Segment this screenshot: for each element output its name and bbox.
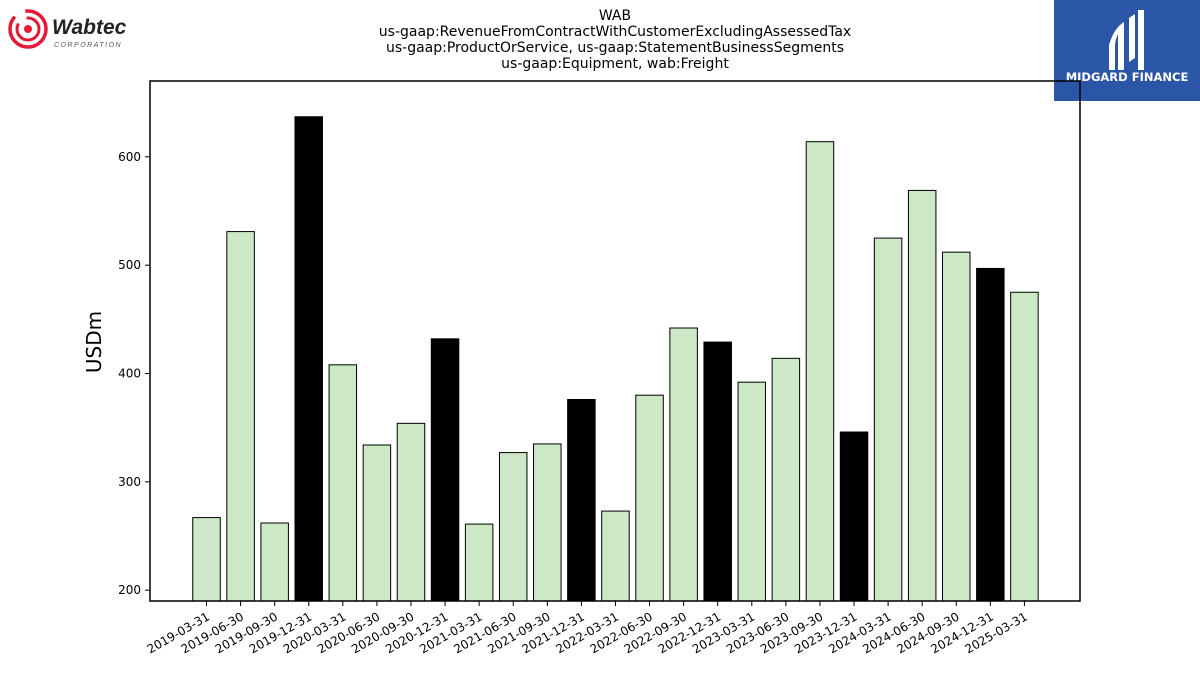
bar-2021-06-30: [498, 452, 528, 602]
chart-title-line: WAB: [599, 8, 631, 24]
bar-2023-03-31: [737, 381, 767, 602]
bar-2024-12-31: [976, 267, 1005, 602]
midgard-logo-mark: [1109, 10, 1144, 70]
y-axis-label: USDm: [82, 311, 106, 373]
bar-2021-03-31: [464, 523, 494, 602]
bar-2022-03-31: [601, 510, 630, 602]
bar-2025-03-31: [1010, 291, 1039, 602]
chart-title-line: us-gaap:ProductOrService, us-gaap:Statem…: [386, 40, 844, 56]
bar-2022-06-30: [635, 394, 664, 602]
bar-2020-06-30: [362, 444, 392, 602]
wabtec-logo-tagline: CORPORATION: [54, 42, 122, 49]
wabtec-logo: Wabtec CORPORATION: [8, 9, 127, 49]
bar-2019-06-30: [226, 231, 255, 602]
bar-2021-12-31: [567, 399, 596, 602]
midgard-logo-background: [1054, 0, 1200, 101]
bar-2022-12-31: [703, 341, 732, 602]
chart-title-line: us-gaap:Equipment, wab:Freight: [501, 56, 729, 72]
bar-2020-12-31: [430, 338, 460, 602]
wabtec-logo-mark: [8, 9, 48, 49]
chart-title-line: us-gaap:RevenueFromContractWithCustomerE…: [379, 24, 851, 40]
bar-2021-09-30: [533, 443, 562, 602]
bar-2019-03-31: [192, 517, 221, 602]
bar-2023-12-31: [839, 431, 869, 602]
y-tick-label: 200: [118, 583, 141, 597]
bar-2023-06-30: [771, 357, 801, 602]
wabtec-logo-name: Wabtec: [52, 16, 127, 39]
bar-2019-09-30: [260, 522, 289, 602]
bar-2024-09-30: [942, 251, 971, 602]
y-tick-label: 300: [118, 475, 141, 489]
bars: [192, 116, 1039, 602]
y-tick-label: 500: [118, 258, 141, 272]
y-tick-label: 600: [118, 150, 141, 164]
chart-title: WABus-gaap:RevenueFromContractWithCustom…: [379, 8, 851, 72]
bar-2020-09-30: [396, 422, 426, 602]
bar-2020-03-31: [328, 364, 358, 602]
bar-2024-03-31: [873, 237, 903, 602]
bar-2023-09-30: [805, 141, 835, 602]
midgard-logo-name: MIDGARD FINANCE: [1066, 70, 1189, 84]
midgard-finance-logo: MIDGARD FINANCE: [1054, 0, 1200, 101]
x-axis-ticks: 2019-03-312019-06-302019-09-302019-12-31…: [145, 601, 1030, 656]
bar-2024-06-30: [907, 189, 937, 602]
y-tick-label: 400: [118, 367, 141, 381]
y-axis-ticks: 200 300 400 500 600: [118, 150, 150, 597]
bar-2022-09-30: [669, 327, 698, 602]
bar-2019-12-31: [294, 116, 323, 602]
